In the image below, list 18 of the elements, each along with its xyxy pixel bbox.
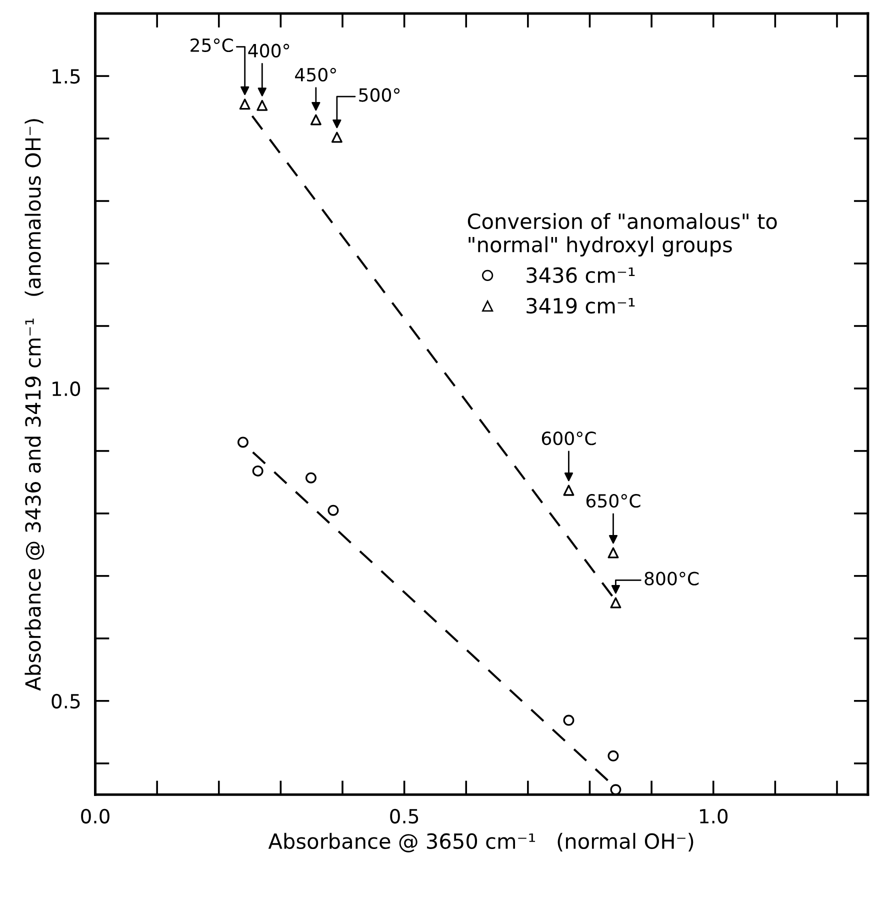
annotation: 500°	[359, 88, 400, 102]
legend-label: 3419 cm⁻¹	[526, 298, 635, 314]
y-tick-label: 1.0	[52, 381, 80, 396]
y-axis-title: Absorbance @ 3436 and 3419 cm⁻¹ (anomalous OH⁻)	[24, 119, 44, 691]
annotation: 800°C	[644, 572, 699, 586]
y-tick-label: 0.5	[52, 694, 80, 709]
x-tick-label: 0.5	[390, 808, 418, 824]
legend-label: 3436 cm⁻¹	[526, 267, 635, 284]
y-tick-label: 1.5	[52, 69, 80, 84]
x-tick-label: 0.0	[81, 808, 110, 824]
x-tick-label: 1.0	[700, 808, 728, 824]
annotation: 600°C	[542, 432, 596, 446]
legend-title: Conversion of "anomalous" to "normal" hydroxyl groups	[468, 213, 777, 256]
annotation: 450°	[295, 68, 336, 82]
annotation: 650°C	[586, 494, 640, 508]
annotation: 25°C	[190, 38, 233, 52]
annotation: 400°	[248, 44, 290, 58]
x-axis-title: Absorbance @ 3650 cm⁻¹ (normal OH⁻)	[268, 832, 694, 852]
